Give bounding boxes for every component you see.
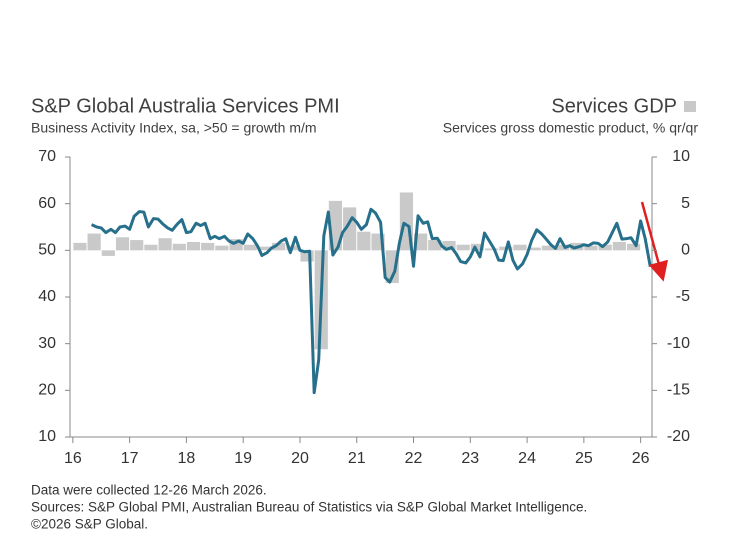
- bar: [272, 242, 286, 251]
- bar: [300, 250, 314, 262]
- bar: [101, 250, 115, 256]
- bar: [243, 244, 257, 251]
- x-tick-label: 25: [575, 450, 593, 467]
- y2-tick-label: 5: [681, 195, 690, 212]
- y2-tick-label: -20: [667, 428, 690, 445]
- bar: [144, 244, 158, 251]
- x-tick-label: 21: [348, 450, 366, 467]
- bar: [130, 240, 144, 251]
- x-tick-label: 20: [291, 450, 309, 467]
- bar: [229, 239, 243, 251]
- x-tick-label: 26: [632, 450, 650, 467]
- bar: [215, 245, 229, 251]
- bar: [115, 237, 130, 251]
- bar: [73, 242, 87, 251]
- y2-tick-label: 0: [681, 242, 690, 259]
- annotation-arrow: [640, 201, 669, 282]
- bar: [513, 244, 527, 251]
- y-tick-label: 20: [38, 382, 56, 399]
- chart-subtitle: Business Activity Index, sa, >50 = growt…: [31, 120, 317, 136]
- y2-tick-label: -10: [667, 335, 690, 352]
- note: ©2026 S&P Global.: [31, 517, 148, 532]
- bar: [555, 244, 570, 251]
- x-tick-label: 16: [64, 450, 82, 467]
- x-tick-label: 22: [405, 450, 423, 467]
- bar: [626, 243, 641, 251]
- y2-subtitle: Services gross domestic product, % qr/qr: [443, 120, 699, 136]
- x-tick-label: 17: [121, 450, 139, 467]
- line: [90, 207, 652, 395]
- bar: [612, 241, 626, 251]
- y-tick-label: 30: [38, 335, 56, 352]
- chart-title: S&P Global Australia Services PMI: [31, 95, 340, 117]
- bar: [527, 247, 541, 251]
- bar: [442, 241, 456, 251]
- x-tick-label: 24: [518, 450, 536, 467]
- legend-swatch: [684, 101, 696, 112]
- x-tick-label: 18: [178, 450, 196, 467]
- bar: [584, 245, 598, 251]
- y-tick-label: 60: [38, 195, 56, 212]
- y-tick-label: 10: [38, 428, 56, 445]
- bar: [87, 233, 101, 251]
- bar: [470, 243, 484, 251]
- bar: [484, 248, 499, 251]
- x-tick-label: 19: [234, 450, 252, 467]
- y2-tick-label: 10: [672, 148, 690, 165]
- legend-label: Services GDP: [551, 95, 677, 117]
- bar: [158, 238, 172, 251]
- y-tick-label: 70: [38, 148, 56, 165]
- y-tick-label: 50: [38, 242, 56, 259]
- bar: [201, 242, 215, 251]
- bar: [428, 240, 442, 251]
- bar: [541, 245, 555, 251]
- bar: [257, 246, 272, 251]
- note: Data were collected 12-26 March 2026.: [31, 483, 267, 498]
- bar: [598, 244, 612, 251]
- x-tick-label: 23: [461, 450, 479, 467]
- bar: [172, 243, 186, 251]
- bar: [186, 241, 201, 251]
- bar: [357, 231, 371, 251]
- bar: [456, 244, 470, 251]
- note: Sources: S&P Global PMI, Australian Bure…: [31, 500, 587, 515]
- y-tick-label: 40: [38, 288, 56, 305]
- y2-tick-label: -15: [667, 382, 690, 399]
- y2-tick-label: -5: [676, 288, 690, 305]
